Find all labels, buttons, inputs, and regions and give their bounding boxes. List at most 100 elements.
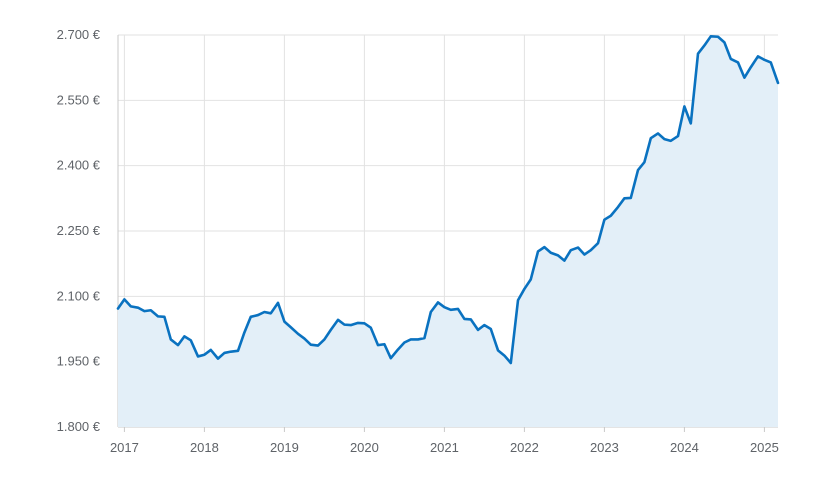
x-tick-label: 2017 [110,440,139,455]
data-point [190,339,192,341]
data-point [483,324,485,326]
data-point [157,315,159,317]
data-point [457,308,459,310]
data-point [617,206,619,208]
data-point [517,299,519,301]
data-point [283,320,285,322]
data-point [263,311,265,313]
data-point [470,318,472,320]
data-point [537,250,539,252]
data-point [503,354,505,356]
data-point [343,323,345,325]
data-point [217,357,219,359]
data-point [270,312,272,314]
data-point [630,197,632,199]
data-point [357,322,359,324]
data-point [543,246,545,248]
data-point [410,338,412,340]
data-point [377,344,379,346]
data-point [430,311,432,313]
data-point [230,350,232,352]
data-point [750,66,752,68]
data-point [143,310,145,312]
data-point [370,326,372,328]
data-point [297,333,299,335]
data-point [557,254,559,256]
data-point [137,306,139,308]
data-point [677,135,679,137]
data-point [703,44,705,46]
data-point [610,215,612,217]
data-point [597,242,599,244]
data-point [277,302,279,304]
y-tick-label: 2.100 € [57,288,101,303]
y-axis-tick-labels: 1.800 € 1.950 € 2.100 € 2.250 € 2.400 € 2.550… [57,27,101,434]
x-tick-label: 2022 [510,440,539,455]
x-axis-tick-labels: 2017 2018 2019 2020 2021 2022 2023 2024 2025 [110,440,779,455]
data-point [150,309,152,311]
data-point [737,61,739,63]
data-point [363,322,365,324]
data-point [670,140,672,142]
data-point [323,338,325,340]
y-tick-label: 2.700 € [57,27,101,42]
data-point [450,309,452,311]
data-point [330,329,332,331]
data-point [183,335,185,337]
data-point [203,354,205,356]
data-point [117,307,119,309]
data-point [437,301,439,303]
data-point [523,288,525,290]
data-point [210,349,212,351]
data-point [257,314,259,316]
data-point [423,337,425,339]
x-tick-label: 2025 [750,440,779,455]
data-point [490,328,492,330]
data-point [250,316,252,318]
data-point [663,138,665,140]
data-point [397,348,399,350]
data-point [757,55,759,57]
data-point [717,36,719,38]
data-point [743,76,745,78]
x-tick-label: 2019 [270,440,299,455]
area-fill [118,36,778,428]
data-point [697,53,699,55]
data-point [290,326,292,328]
x-tick-label: 2024 [670,440,699,455]
data-point [763,59,765,61]
y-tick-label: 2.550 € [57,92,101,107]
data-point [550,252,552,254]
x-tick-label: 2018 [190,440,219,455]
data-point [723,41,725,43]
data-point [350,324,352,326]
y-tick-label: 1.800 € [57,419,101,434]
y-tick-label: 1.950 € [57,354,101,369]
data-point [650,137,652,139]
x-tick-label: 2021 [430,440,459,455]
data-point [583,253,585,255]
data-point [390,357,392,359]
y-tick-label: 2.400 € [57,158,101,173]
data-point [243,331,245,333]
data-point [497,349,499,351]
data-point [603,218,605,220]
data-point [317,344,319,346]
data-point [657,132,659,134]
series-line [116,35,780,365]
data-point [590,249,592,251]
data-point [197,355,199,357]
data-point [563,259,565,261]
data-point [623,197,625,199]
data-point [730,58,732,60]
y-tick-label: 2.250 € [57,223,101,238]
data-point [643,161,645,163]
data-point [417,338,419,340]
data-point [177,344,179,346]
x-tick-label: 2023 [590,440,619,455]
data-point [237,350,239,352]
data-point [510,362,512,364]
data-point [223,352,225,354]
data-point [637,169,639,171]
data-point [303,337,305,339]
